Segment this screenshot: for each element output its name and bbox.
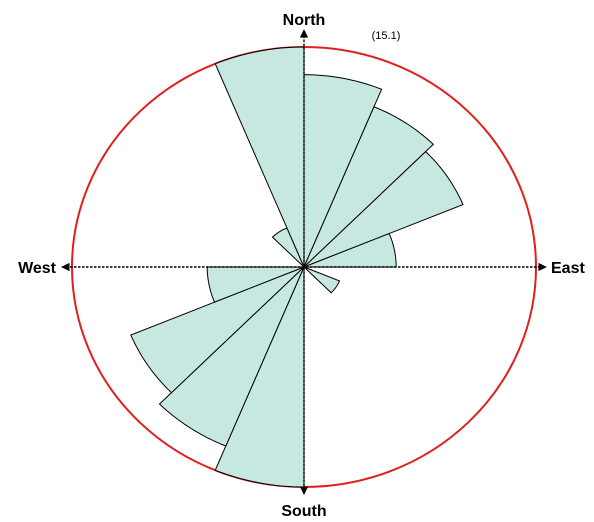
petal-315-deg [271,227,305,268]
petal-67.5-deg [303,232,397,268]
petal-202.5-deg [158,266,305,447]
petal-group [130,46,464,488]
petal-22.5-deg [303,106,435,268]
east-label: East [551,260,585,277]
petal-112.5-deg [303,266,341,294]
scale-max-label: (15.1) [372,30,401,42]
petal-0-deg [303,74,383,268]
south-label: South [281,503,326,520]
petal-337.5-deg [214,46,305,268]
petal-247.5-deg [206,266,305,303]
petal-180-deg [214,266,305,488]
north-label: North [283,12,326,29]
west-label: West [18,260,57,277]
petal-45-deg [303,150,464,268]
petal-225-deg [130,266,305,394]
